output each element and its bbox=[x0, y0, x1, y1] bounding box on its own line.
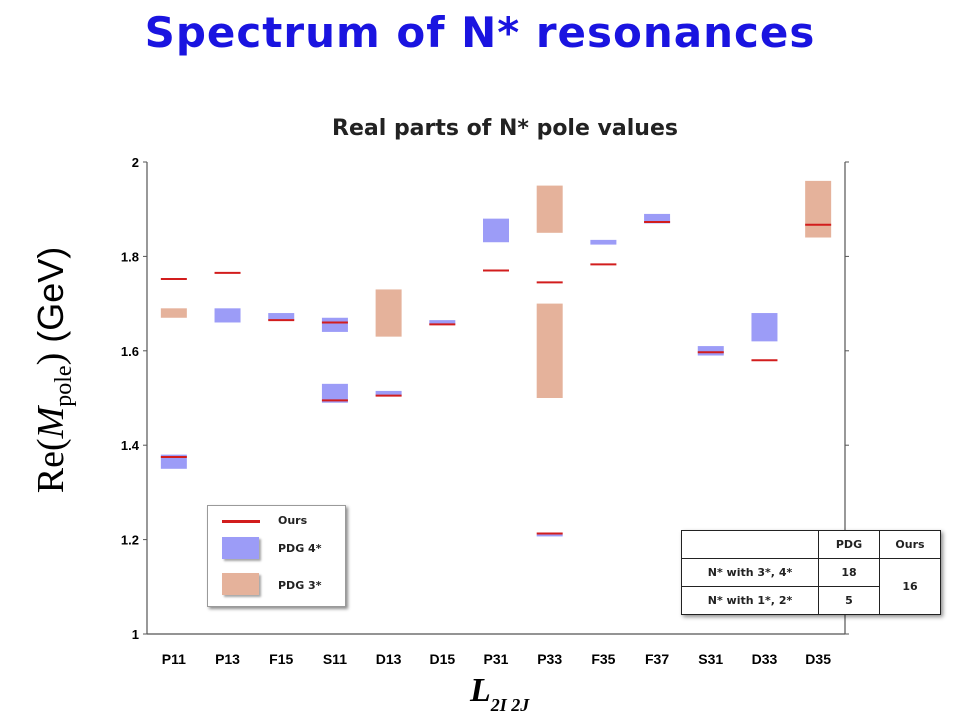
legend-item-pdg4: PDG 4* bbox=[208, 536, 345, 562]
table-header-row: PDG Ours bbox=[681, 530, 941, 559]
pdg4-range-bar bbox=[375, 390, 402, 396]
legend-item-pdg3: PDG 3* bbox=[208, 573, 345, 599]
pdg4-range-bar bbox=[429, 320, 456, 325]
pdg4-range-bar bbox=[697, 346, 724, 356]
y-tick-label: 1.6 bbox=[121, 344, 139, 359]
comparison-table: PDG Ours N* with 3*, 4* 18 16 N* with 1*… bbox=[681, 530, 941, 615]
table-cell-ours-total: 16 bbox=[879, 558, 941, 615]
legend-pdg4-swatch bbox=[222, 537, 259, 559]
y-tick-label: 1 bbox=[132, 627, 139, 642]
table-header-cell: PDG bbox=[818, 530, 880, 559]
pdg4-range-bar bbox=[644, 213, 671, 224]
table-row-label: N* with 3*, 4* bbox=[681, 558, 819, 587]
legend-pdg4-label: PDG 4* bbox=[278, 542, 322, 555]
pdg4-range-bar bbox=[160, 454, 187, 469]
x-tick-label: P11 bbox=[162, 651, 186, 667]
page-title: Spectrum of N* resonances bbox=[144, 8, 816, 57]
legend-pdg3-label: PDG 3* bbox=[278, 579, 322, 592]
y-tick-label: 1.4 bbox=[121, 438, 140, 453]
pdg4-range-bar bbox=[483, 218, 509, 243]
table-row: N* with 1*, 2* 5 bbox=[681, 586, 941, 615]
x-tick-label: D33 bbox=[752, 651, 778, 667]
x-tick-label: D15 bbox=[429, 651, 455, 667]
pdg4-range-bar bbox=[590, 239, 617, 245]
x-tick-label: S11 bbox=[323, 651, 347, 667]
x-tick-label: D13 bbox=[376, 651, 402, 667]
chart-title: Real parts of N* pole values bbox=[332, 116, 678, 141]
legend-pdg3-swatch bbox=[222, 573, 259, 595]
x-tick-label: F15 bbox=[269, 651, 293, 667]
pdg3-range-bar bbox=[805, 180, 832, 238]
x-axis-label-main: L bbox=[470, 672, 491, 709]
x-axis-label-sub: 2I 2J bbox=[490, 695, 530, 715]
x-tick-label: D35 bbox=[805, 651, 831, 667]
x-tick-label: P13 bbox=[215, 651, 240, 667]
pdg3-range-bar bbox=[160, 308, 187, 318]
pdg4-range-bar bbox=[321, 383, 348, 403]
table-cell-pdg: 18 bbox=[818, 558, 880, 587]
legend-ours-line bbox=[222, 520, 260, 523]
y-tick-label: 1.2 bbox=[121, 533, 139, 548]
x-tick-label: P33 bbox=[537, 651, 562, 667]
pdg4-range-bar bbox=[214, 308, 241, 323]
x-axis-label: L2I 2J bbox=[470, 672, 529, 716]
table-row-label: N* with 1*, 2* bbox=[681, 586, 819, 615]
y-tick-label: 1.8 bbox=[121, 249, 139, 264]
pdg4-range-bar bbox=[536, 534, 563, 537]
x-tick-label: S31 bbox=[698, 651, 723, 667]
pdg3-range-bar bbox=[536, 185, 563, 233]
table-header-cell: Ours bbox=[879, 530, 941, 559]
pdg4-range-bar bbox=[321, 317, 348, 332]
y-tick-label: 2 bbox=[132, 155, 139, 170]
table-header-cell bbox=[681, 530, 819, 559]
x-tick-label: P31 bbox=[484, 651, 509, 667]
chart-legend: Ours PDG 4* PDG 3* bbox=[207, 505, 346, 607]
pdg4-range-bar bbox=[268, 313, 295, 321]
x-tick-label: F37 bbox=[645, 651, 669, 667]
pdg3-range-bar bbox=[375, 289, 402, 337]
pdg4-range-bar bbox=[751, 313, 778, 342]
table-row: N* with 3*, 4* 18 16 bbox=[681, 558, 941, 615]
legend-ours-label: Ours bbox=[278, 514, 308, 527]
x-tick-label: F35 bbox=[591, 651, 615, 667]
table-cell-pdg: 5 bbox=[818, 586, 880, 615]
pdg3-range-bar bbox=[536, 303, 563, 398]
legend-item-ours: Ours bbox=[208, 508, 345, 534]
